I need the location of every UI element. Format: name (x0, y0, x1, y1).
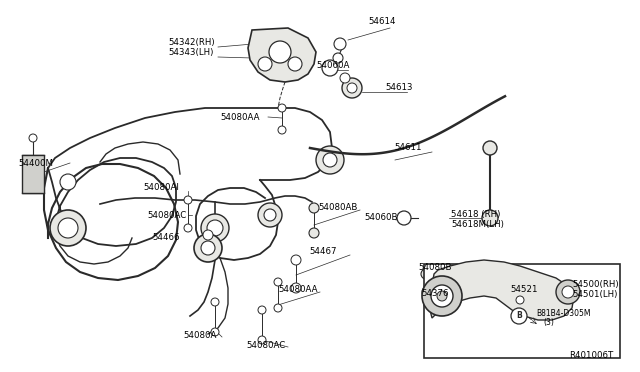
Text: 54521: 54521 (510, 285, 538, 295)
Circle shape (258, 57, 272, 71)
Circle shape (316, 146, 344, 174)
Circle shape (291, 255, 301, 265)
Circle shape (323, 153, 337, 167)
Text: 54080AA: 54080AA (220, 112, 259, 122)
Text: 54343(LH): 54343(LH) (168, 48, 213, 57)
Text: 54080AC: 54080AC (147, 211, 186, 219)
Circle shape (425, 289, 431, 295)
Circle shape (347, 83, 357, 93)
Circle shape (511, 308, 527, 324)
Circle shape (211, 328, 219, 336)
Text: 54080B: 54080B (418, 263, 451, 273)
Text: 54466: 54466 (152, 234, 179, 243)
Circle shape (194, 234, 222, 262)
Circle shape (258, 203, 282, 227)
Circle shape (516, 296, 524, 304)
Circle shape (437, 291, 447, 301)
Circle shape (50, 210, 86, 246)
Circle shape (334, 38, 346, 50)
Circle shape (431, 285, 453, 307)
Circle shape (184, 224, 192, 232)
Circle shape (207, 220, 223, 236)
Circle shape (29, 134, 37, 142)
Circle shape (322, 60, 338, 76)
Circle shape (309, 228, 319, 238)
Circle shape (427, 317, 433, 323)
Text: (3): (3) (543, 318, 554, 327)
Text: 54080AB: 54080AB (318, 203, 357, 212)
Text: 54080A: 54080A (183, 330, 216, 340)
Text: 54080AI: 54080AI (143, 183, 179, 192)
Circle shape (342, 78, 362, 98)
Text: 54080AA: 54080AA (278, 285, 317, 295)
Circle shape (274, 304, 282, 312)
Circle shape (211, 298, 219, 306)
Text: 54501(LH): 54501(LH) (572, 291, 618, 299)
Text: 54613: 54613 (385, 83, 413, 93)
Text: 54467: 54467 (309, 247, 337, 257)
Circle shape (422, 286, 434, 298)
Circle shape (264, 209, 276, 221)
Text: 54500(RH): 54500(RH) (572, 280, 619, 289)
Circle shape (421, 269, 431, 279)
Polygon shape (430, 260, 574, 320)
Bar (424, 264, 620, 358)
Text: 54614: 54614 (368, 17, 396, 26)
Text: R401006T: R401006T (569, 350, 613, 359)
Circle shape (203, 230, 213, 240)
Circle shape (427, 299, 433, 305)
Circle shape (258, 336, 266, 344)
Circle shape (482, 210, 498, 226)
Circle shape (184, 196, 192, 204)
Text: B81B4-D305M: B81B4-D305M (536, 308, 591, 317)
Circle shape (278, 104, 286, 112)
Circle shape (258, 306, 266, 314)
Circle shape (288, 57, 302, 71)
Circle shape (201, 241, 215, 255)
Text: 54342(RH): 54342(RH) (168, 38, 214, 46)
Text: 54060A: 54060A (316, 61, 349, 71)
Circle shape (58, 218, 78, 238)
Circle shape (340, 73, 350, 83)
Polygon shape (248, 28, 316, 82)
Circle shape (556, 280, 580, 304)
Circle shape (397, 211, 411, 225)
Text: 54400M: 54400M (18, 158, 53, 167)
Text: 54611: 54611 (394, 144, 422, 153)
Circle shape (269, 41, 291, 63)
Text: 54080AC: 54080AC (246, 340, 285, 350)
Circle shape (483, 141, 497, 155)
Text: 54376: 54376 (421, 289, 449, 298)
Circle shape (309, 203, 319, 213)
Circle shape (60, 174, 76, 190)
Bar (22, 155, 44, 193)
Circle shape (291, 283, 301, 293)
Text: 54618 (RH): 54618 (RH) (451, 209, 500, 218)
Text: 54618M(LH): 54618M(LH) (451, 219, 504, 228)
Circle shape (201, 214, 229, 242)
Text: 54060B: 54060B (364, 212, 397, 221)
Circle shape (562, 286, 574, 298)
Circle shape (333, 53, 343, 63)
Circle shape (278, 126, 286, 134)
Circle shape (274, 278, 282, 286)
Text: B: B (516, 311, 522, 321)
Circle shape (422, 276, 462, 316)
